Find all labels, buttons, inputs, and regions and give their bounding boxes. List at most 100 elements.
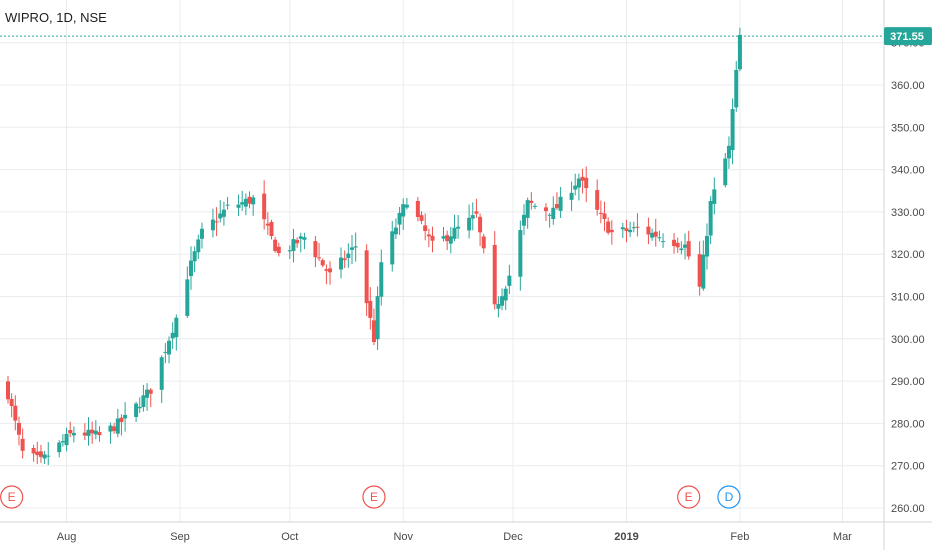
candle — [518, 220, 523, 291]
candle-body — [492, 244, 497, 305]
candle-body — [339, 257, 344, 270]
candle — [723, 152, 728, 188]
price-tick-label: 340.00 — [891, 165, 925, 177]
candle-body — [371, 320, 376, 343]
candle — [218, 200, 223, 223]
candle — [339, 247, 344, 279]
candle — [474, 198, 479, 218]
candle — [276, 242, 281, 257]
candle — [364, 244, 369, 317]
candle-body — [620, 227, 625, 230]
candle-body — [734, 69, 739, 108]
candle — [529, 192, 534, 210]
candle — [730, 98, 735, 165]
candle-body — [712, 189, 717, 204]
time-tick-label: 2019 — [614, 531, 638, 543]
candle-body — [225, 204, 230, 206]
candle-body — [108, 425, 113, 432]
candle-body — [112, 426, 117, 432]
candle-body — [86, 429, 91, 436]
candle-body — [584, 177, 589, 189]
candle — [247, 191, 252, 209]
candle — [701, 240, 706, 291]
candle-body — [452, 227, 457, 239]
candle — [64, 427, 69, 452]
candle — [236, 194, 241, 217]
candle — [726, 136, 731, 169]
candle — [141, 384, 146, 412]
candle — [221, 201, 226, 226]
candle — [467, 204, 472, 239]
candle — [423, 213, 428, 241]
candle — [214, 207, 219, 237]
candle — [240, 190, 245, 211]
price-axis[interactable]: 260.00 270.00 280.00 290.00 300.00 310.00 320.… — [891, 38, 925, 515]
candle-body — [467, 217, 472, 231]
candle — [317, 243, 322, 262]
candle — [148, 387, 153, 408]
candle-body — [199, 228, 204, 239]
candle-body — [13, 405, 18, 421]
candle — [543, 203, 548, 221]
candle-body — [368, 300, 373, 318]
candle-body — [419, 215, 424, 221]
candle — [188, 246, 193, 290]
candle — [620, 222, 625, 239]
event-marker-circle — [677, 485, 701, 509]
earnings-marker[interactable]: E — [362, 485, 386, 509]
candle — [624, 219, 629, 243]
candle — [532, 203, 537, 210]
candle-body — [624, 228, 629, 232]
candle-body — [456, 226, 461, 229]
event-marker-circle — [717, 485, 741, 509]
candle — [199, 222, 204, 249]
event-marker-label: E — [8, 490, 16, 504]
event-marker-label: D — [725, 490, 734, 504]
candle — [145, 383, 150, 411]
candle — [90, 421, 95, 444]
candle — [522, 204, 526, 236]
candle-body — [342, 258, 347, 261]
candle-body — [426, 234, 431, 237]
candle — [112, 422, 117, 434]
time-tick-label: Sep — [170, 531, 190, 543]
candle-body — [430, 235, 435, 241]
candle — [262, 180, 267, 230]
candle-body — [554, 204, 559, 209]
candle-body — [661, 241, 666, 243]
candle-body — [273, 239, 278, 251]
candle-body — [148, 389, 153, 394]
candle-body — [192, 251, 197, 262]
candle-body — [31, 447, 36, 454]
candle-body — [602, 213, 607, 219]
time-axis[interactable]: Aug Sep Oct Nov Dec 2019 Feb Mar — [57, 531, 852, 543]
candle — [320, 258, 325, 268]
candle — [350, 235, 354, 265]
candles — [6, 27, 742, 466]
candle-body — [397, 212, 402, 225]
candle-body — [262, 193, 267, 220]
earnings-marker[interactable]: E — [677, 485, 701, 509]
candle-body — [276, 246, 281, 254]
candle-body — [68, 429, 73, 434]
candle-body — [236, 204, 241, 208]
candle-body — [525, 200, 530, 218]
candle — [554, 192, 559, 210]
candle — [251, 194, 256, 216]
candle-body — [551, 207, 556, 220]
candle — [134, 401, 139, 422]
candle-body — [9, 398, 14, 407]
candle — [635, 213, 640, 237]
candle-body — [174, 317, 179, 338]
candle-body — [606, 221, 611, 233]
earnings-marker[interactable]: E — [0, 485, 24, 509]
candle-body — [291, 239, 296, 251]
candle-body — [185, 279, 190, 316]
candle-body — [448, 236, 453, 244]
candle — [492, 231, 497, 310]
candle — [35, 441, 40, 465]
dividend-marker[interactable]: D — [717, 485, 741, 509]
candle-body — [522, 214, 526, 226]
